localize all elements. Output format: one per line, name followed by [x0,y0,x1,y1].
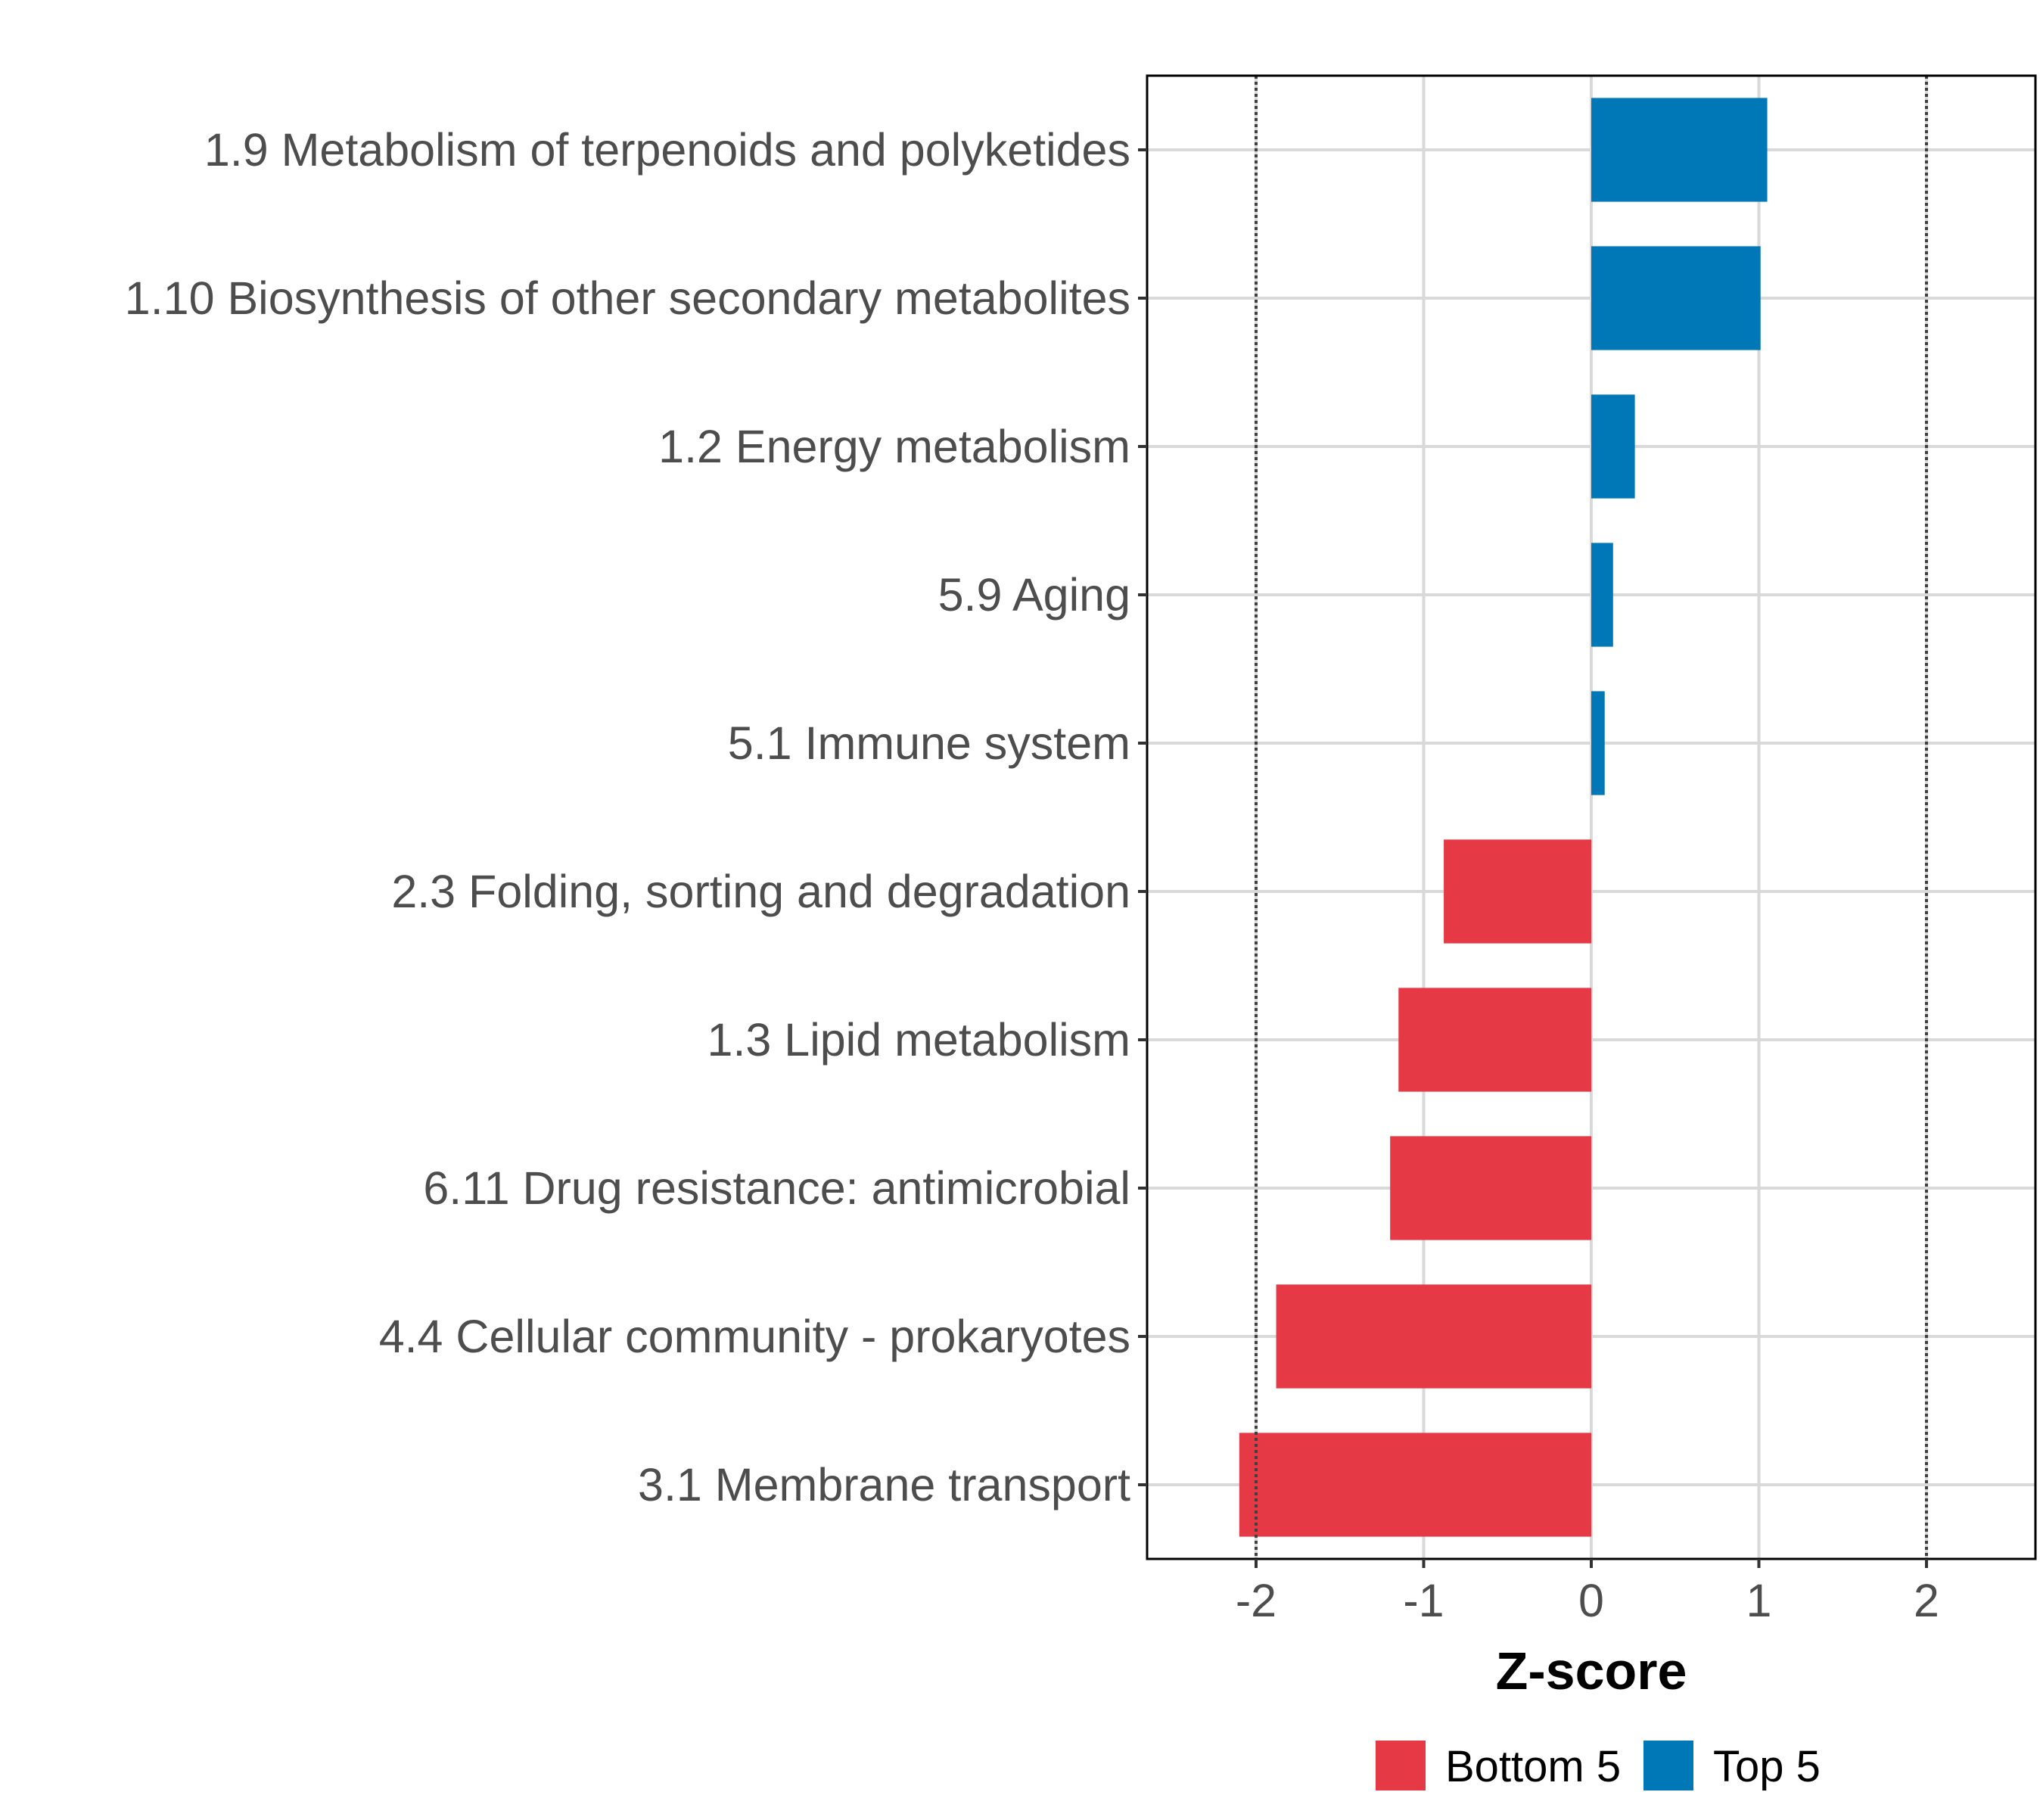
y-axis: 1.9 Metabolism of terpenoids and polyket… [125,124,1147,1510]
y-tick-label: 2.3 Folding, sorting and degradation [391,866,1130,917]
x-tick-label: 1 [1746,1575,1772,1626]
bar [1444,839,1591,944]
y-tick-label: 1.10 Biosynthesis of other secondary met… [125,272,1130,324]
x-tick-label: 2 [1914,1575,1939,1626]
y-tick-label: 5.1 Immune system [728,717,1130,769]
y-tick-label: 1.3 Lipid metabolism [707,1014,1130,1066]
y-tick-label: 1.9 Metabolism of terpenoids and polyket… [204,124,1130,176]
legend-swatch [1376,1741,1426,1790]
bars [1239,98,1768,1537]
x-tick-label: -1 [1403,1575,1444,1626]
y-tick-label: 6.11 Drug resistance: antimicrobial [423,1162,1130,1214]
bar [1398,988,1591,1092]
x-tick-label: 0 [1578,1575,1604,1626]
bar [1591,246,1761,350]
legend-label: Bottom 5 [1445,1742,1621,1791]
legend: Bottom 5 Top 5 [1376,1741,1821,1791]
x-axis: -2 -1 0 1 2 [1236,1559,1939,1626]
y-tick-label: 3.1 Membrane transport [638,1459,1130,1510]
bar [1390,1136,1591,1240]
bar [1591,394,1635,499]
reference-lines [1254,76,1929,1559]
x-tick-label: -2 [1236,1575,1276,1626]
bar [1591,98,1768,202]
bar [1591,691,1605,795]
bar [1239,1433,1591,1537]
legend-swatch [1643,1741,1693,1790]
y-tick-label: 1.2 Energy metabolism [658,421,1130,472]
y-tick-label: 5.9 Aging [938,569,1130,621]
x-axis-title: Z-score [1496,1641,1687,1700]
bar [1591,543,1613,647]
y-tick-label: 4.4 Cellular community - prokaryotes [379,1311,1130,1362]
legend-label: Top 5 [1713,1742,1821,1791]
bar [1276,1284,1591,1389]
